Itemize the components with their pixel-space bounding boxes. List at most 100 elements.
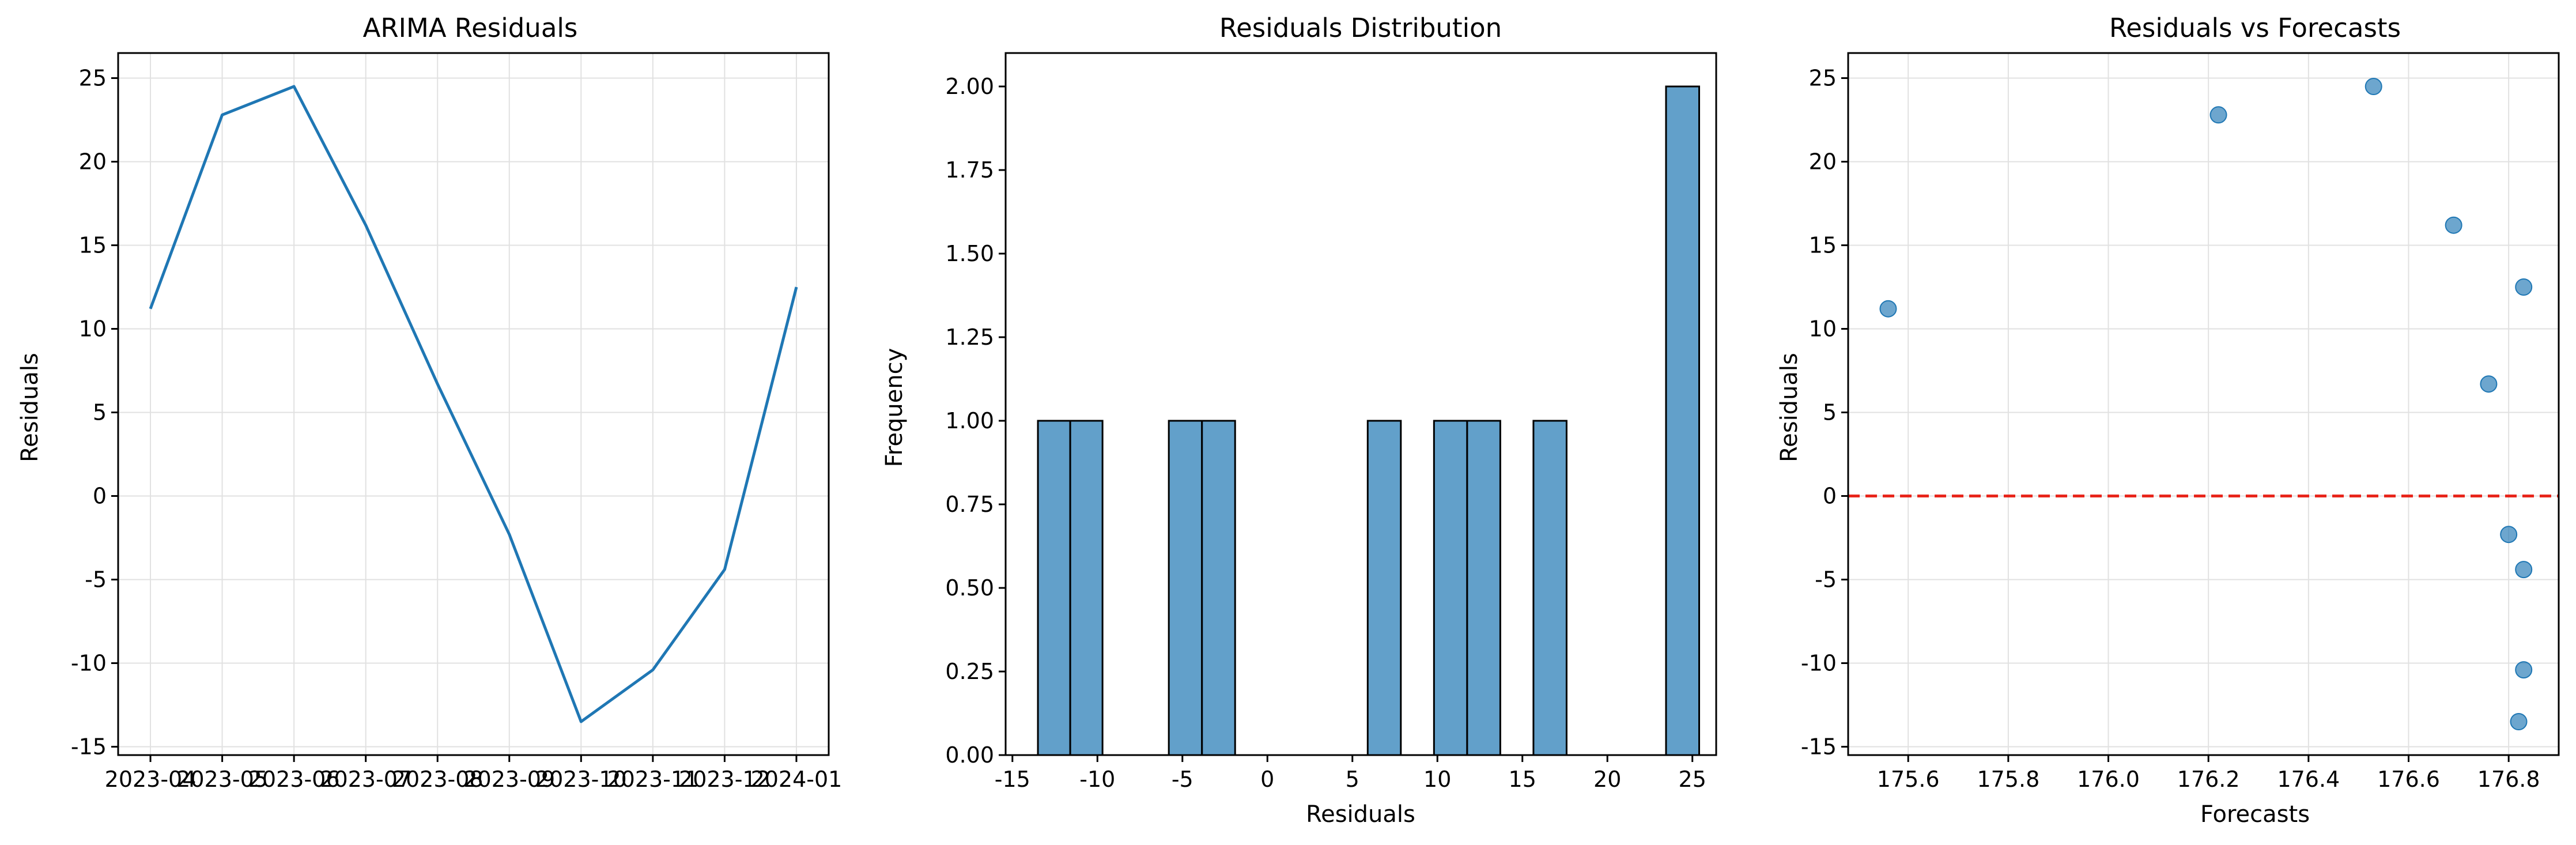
- x-tick-label: 5: [1346, 767, 1359, 792]
- line-chart-title: ARIMA Residuals: [363, 13, 578, 43]
- histogram-bars: [1037, 85, 1701, 756]
- residuals-line-chart: ARIMA Residuals Residuals 2023-042023-05…: [17, 13, 842, 792]
- scatter-point: [2500, 526, 2518, 544]
- x-tick-label: 176.8: [2477, 767, 2540, 792]
- scatter-point: [2445, 216, 2462, 234]
- x-tick-label: 2023-07: [320, 767, 411, 792]
- x-tick-label: -10: [1079, 767, 1115, 792]
- scatter-point: [2515, 661, 2533, 679]
- scatter-gridlines: [1848, 53, 2559, 755]
- y-tick-label: 5: [93, 400, 107, 425]
- histogram-x-axis-label: Residuals: [1306, 801, 1415, 828]
- scatter-point: [2480, 375, 2498, 393]
- histogram-bar: [1532, 420, 1567, 756]
- x-tick-label: 2023-05: [176, 767, 268, 792]
- histogram-bar: [1466, 420, 1501, 756]
- y-tick-label: 1.75: [945, 157, 994, 183]
- y-tick-label: 2.00: [945, 74, 994, 99]
- y-tick-label: 0: [93, 484, 107, 509]
- x-tick-label: -5: [1172, 767, 1193, 792]
- scatter-points: [1848, 78, 2559, 730]
- x-tick-label: 176.6: [2377, 767, 2440, 792]
- y-tick-label: -10: [1801, 651, 1837, 676]
- x-tick-label: -15: [995, 767, 1030, 792]
- x-tick-label: 2023-04: [105, 767, 197, 792]
- histogram-bar: [1168, 420, 1203, 756]
- histogram-x-ticks: -15 -10 -5 0 5 10 15 20 25: [995, 755, 1706, 792]
- x-tick-label: 2023-12: [679, 767, 770, 792]
- histogram-bar: [1366, 420, 1402, 756]
- y-tick-label: 20: [79, 149, 107, 175]
- y-tick-label: 15: [1809, 233, 1837, 258]
- y-tick-label: 0.50: [945, 575, 994, 601]
- line-chart-plot-frame: [117, 52, 830, 756]
- x-tick-label: 10: [1423, 767, 1451, 792]
- y-tick-label: -5: [85, 567, 107, 593]
- histogram-bar: [1069, 420, 1104, 756]
- x-tick-label: 176.0: [2077, 767, 2140, 792]
- histogram-y-ticks: 0.00 0.25 0.50 0.75 1.00 1.25 1.50 1.75 2.00: [945, 74, 1006, 768]
- scatter-y-ticks: -15 -10 -5 0 5 10 15 20 25: [1801, 66, 1848, 760]
- histogram-bar: [1037, 420, 1071, 756]
- y-tick-label: -15: [71, 734, 107, 760]
- x-tick-label: 20: [1593, 767, 1621, 792]
- scatter-x-axis-label: Forecasts: [2200, 801, 2310, 828]
- line-chart-series: [149, 85, 798, 723]
- line-chart-y-ticks: -15 -10 -5 0 5 10 15 20 25: [71, 66, 118, 760]
- histogram-title: Residuals Distribution: [1219, 13, 1502, 43]
- y-tick-label: -10: [71, 651, 107, 676]
- scatter-x-ticks: 175.6 175.8 176.0 176.2 176.4 176.6 176.8: [1877, 755, 2540, 792]
- scatter-title: Residuals vs Forecasts: [2109, 13, 2401, 43]
- y-tick-label: 0: [1823, 484, 1837, 509]
- histogram-bar: [1665, 85, 1701, 756]
- x-tick-label: 2023-11: [607, 767, 698, 792]
- scatter-point: [2209, 106, 2227, 124]
- y-tick-label: 15: [79, 233, 107, 258]
- y-tick-label: 25: [1809, 66, 1837, 91]
- y-tick-label: 0.75: [945, 492, 994, 517]
- line-chart-gridlines: [118, 53, 829, 755]
- scatter-point: [2515, 561, 2533, 579]
- residuals-series-line: [149, 85, 798, 723]
- histogram-bar: [1201, 420, 1236, 756]
- scatter-y-axis-label: Residuals: [1776, 353, 1803, 462]
- y-tick-label: -15: [1801, 734, 1837, 760]
- y-tick-label: 1.25: [945, 325, 994, 350]
- x-tick-label: 2023-10: [535, 767, 627, 792]
- x-tick-label: 0: [1260, 767, 1274, 792]
- histogram-y-axis-label: Frequency: [881, 348, 908, 467]
- y-tick-label: 1.50: [945, 241, 994, 266]
- scatter-point: [2515, 278, 2533, 296]
- scatter-point: [1879, 300, 1897, 318]
- line-chart-y-axis-label: Residuals: [17, 353, 43, 462]
- y-tick-label: 5: [1823, 400, 1837, 425]
- x-tick-label: 2023-08: [392, 767, 484, 792]
- x-tick-label: 175.8: [1977, 767, 2039, 792]
- y-tick-label: 10: [1809, 316, 1837, 342]
- scatter-point: [2510, 713, 2528, 730]
- x-tick-label: 2023-09: [463, 767, 555, 792]
- histogram-bar: [1433, 420, 1468, 756]
- x-tick-label: 15: [1509, 767, 1536, 792]
- y-tick-label: 20: [1809, 149, 1837, 175]
- x-tick-label: 2023-06: [248, 767, 340, 792]
- residuals-vs-forecasts-scatter: Residuals vs Forecasts Forecasts Residua…: [1776, 13, 2560, 828]
- x-tick-label: 175.6: [1877, 767, 1940, 792]
- y-tick-label: 1.00: [945, 408, 994, 433]
- residuals-histogram: Residuals Distribution Residuals Frequen…: [881, 13, 1717, 828]
- x-tick-label: 176.2: [2177, 767, 2240, 792]
- y-tick-label: -5: [1815, 567, 1837, 593]
- line-chart-x-ticks: 2023-042023-052023-062023-072023-082023-…: [105, 755, 843, 792]
- x-tick-label: 176.4: [2277, 767, 2340, 792]
- scatter-point: [2365, 78, 2382, 95]
- scatter-plot-frame: [1847, 52, 2560, 756]
- x-tick-label: 2024-01: [751, 767, 843, 792]
- y-tick-label: 0.25: [945, 659, 994, 684]
- y-tick-label: 0.00: [945, 742, 994, 768]
- y-tick-label: 10: [79, 316, 107, 342]
- x-tick-label: 25: [1679, 767, 1706, 792]
- histogram-plot-frame: [1004, 52, 1717, 756]
- y-tick-label: 25: [79, 66, 107, 91]
